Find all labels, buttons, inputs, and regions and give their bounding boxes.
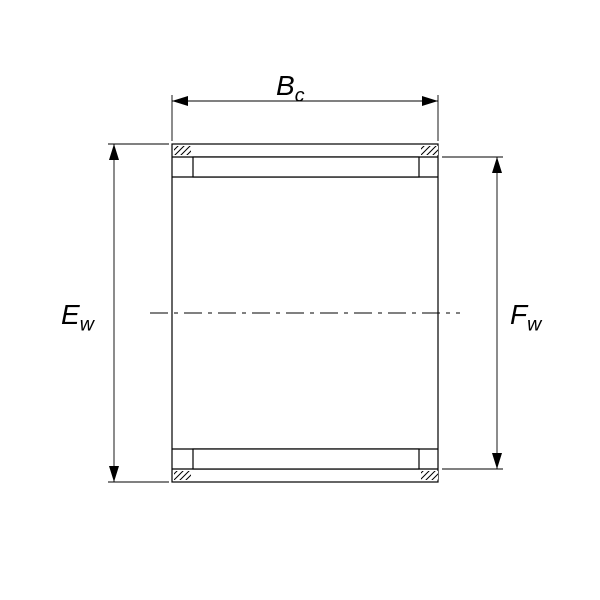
dimension-label-fw: Fw [510, 299, 541, 337]
dimension-label-ew: Ew [61, 299, 94, 337]
dimension-label-bc: Bc [276, 70, 304, 108]
